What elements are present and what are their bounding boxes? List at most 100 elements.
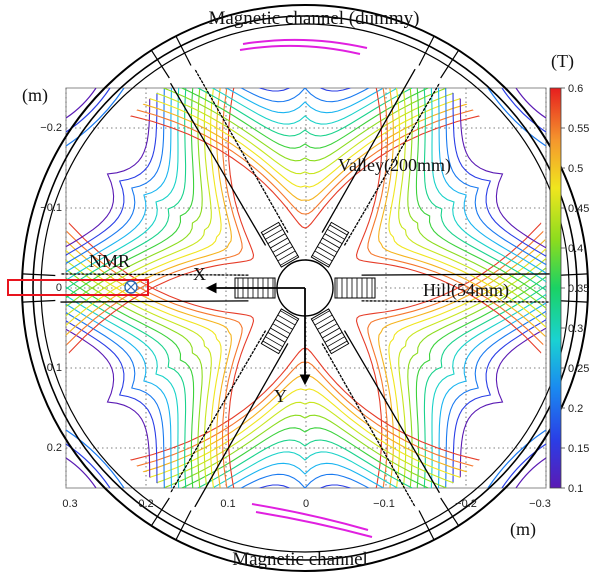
inner-ring	[40, 23, 570, 553]
contour-line	[66, 199, 239, 488]
nmr-label: NMR	[89, 251, 130, 271]
hill-boundary	[361, 272, 550, 276]
contour-line	[430, 261, 546, 488]
coil-stack	[260, 308, 300, 355]
contour-line	[458, 292, 546, 488]
colorbar-tick-label: 0.1	[568, 483, 583, 495]
colorbar: 0.6 0.55 0.5 0.45 0.4 0.35 0.3 0.25 0.2 0.15 0.1	[549, 83, 589, 495]
hill-boundary	[60, 300, 249, 304]
contour-line	[401, 88, 546, 347]
hill-boundary	[60, 272, 249, 276]
contour-line	[458, 88, 546, 284]
contour-line	[66, 209, 229, 488]
nmr-probe	[7, 279, 149, 296]
corner-contour	[66, 88, 97, 119]
contour-line	[66, 271, 170, 488]
colorbar-tick-label: 0.2	[568, 403, 583, 415]
colorbar-tick-label: 0.35	[568, 283, 589, 295]
contour-line	[449, 281, 546, 488]
contour-line	[66, 292, 152, 488]
colorbar-tick-label: 0.15	[568, 443, 589, 455]
contour-line	[411, 240, 546, 488]
contour-line	[66, 281, 161, 488]
contour-line	[66, 189, 249, 488]
contour-line	[115, 88, 495, 137]
axis-arrows	[205, 282, 311, 386]
contour-line	[340, 88, 546, 407]
colorbar-tick-label: 0.25	[568, 363, 589, 375]
contour-line	[85, 88, 525, 188]
corner-contour	[501, 88, 546, 133]
corner-contour	[515, 88, 546, 119]
x-tick-label: −0.2	[455, 498, 477, 510]
contour-line	[66, 88, 219, 357]
x-axis-label: X	[193, 264, 206, 284]
x-tick-label: −0.3	[529, 498, 551, 510]
magnetic-channel	[251, 503, 373, 538]
y-tick-label: 0	[56, 282, 62, 294]
colorbar-gradient	[549, 87, 562, 489]
contour-line	[99, 88, 511, 162]
middle-ring	[32, 15, 578, 561]
contour-line	[132, 88, 478, 114]
y-axis-label: Y	[274, 386, 287, 406]
contour-line	[66, 240, 199, 488]
yoke-spoke	[150, 497, 170, 527]
corner-contour	[66, 429, 125, 488]
bottom-unit-label: (m)	[510, 519, 536, 540]
corner-contour	[515, 457, 546, 488]
contour-line	[66, 88, 180, 315]
colorbar-tick-label: 0.55	[568, 123, 589, 135]
central-region	[234, 221, 376, 355]
coil-stack	[310, 221, 350, 268]
corner-contour	[501, 443, 546, 488]
x-tick-labels: 0.3 0.2 0.1 0 −0.1 −0.2 −0.3	[62, 498, 551, 510]
coil-stack	[310, 308, 350, 355]
contour-line	[78, 91, 532, 201]
hill-boundary	[361, 300, 550, 304]
coil-stack	[334, 277, 376, 299]
contour-line	[66, 219, 219, 488]
contour-line	[381, 88, 546, 367]
colorbar-tick-label: 0.5	[568, 163, 583, 175]
contour-line	[391, 219, 546, 488]
contour-line	[92, 88, 518, 175]
colorbar-tick-label: 0.4	[568, 243, 583, 255]
yoke-spoke	[418, 510, 435, 541]
contour-line	[371, 199, 546, 488]
contour-line	[66, 88, 239, 377]
contour-line	[85, 388, 525, 488]
y-tick-label: −0.1	[40, 202, 62, 214]
x-tick-label: 0	[303, 498, 309, 510]
yoke-spoke	[440, 49, 460, 79]
bottom-title: Magnetic channel	[232, 549, 368, 570]
yoke-spoke	[175, 510, 192, 541]
corner-contour	[487, 88, 546, 147]
contour-line	[411, 88, 546, 336]
coil-stack	[260, 221, 300, 268]
yoke-spokes	[22, 35, 588, 541]
contour-line	[391, 88, 546, 357]
contour-line	[66, 88, 199, 336]
valley-label: Valley(200mm)	[338, 155, 451, 176]
contour-line	[107, 427, 503, 488]
colorbar-tick-label: 0.6	[568, 83, 583, 95]
y-tick-label: 0.2	[47, 442, 62, 454]
contour-line	[159, 26, 450, 81]
contour-line	[132, 462, 478, 488]
contour-line	[99, 414, 511, 488]
corner-contour	[66, 457, 97, 488]
colorbar-tick-label: 0.45	[568, 203, 589, 215]
corner-contour	[66, 88, 125, 147]
yoke-spoke	[150, 49, 170, 79]
contour-line	[66, 169, 270, 488]
x-tick-label: 0.2	[138, 498, 153, 510]
yoke-rings	[21, 4, 589, 572]
nmr-probe-box	[7, 279, 149, 296]
contour-line	[371, 88, 546, 377]
contour-line	[66, 88, 161, 295]
contour-line	[66, 88, 170, 305]
hill-label: Hill(54mm)	[423, 280, 509, 301]
contour-line	[340, 169, 546, 488]
contour-line	[430, 88, 546, 315]
